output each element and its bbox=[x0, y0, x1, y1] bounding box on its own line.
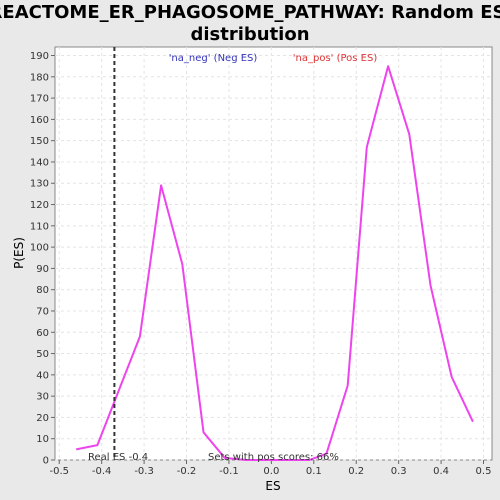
x-tick-label: -0.5 bbox=[49, 466, 69, 477]
series-layer bbox=[76, 65, 474, 461]
x-tick-label: 0.0 bbox=[263, 466, 279, 477]
y-tick-label: 90 bbox=[36, 264, 49, 275]
x-tick-label: -0.1 bbox=[219, 466, 239, 477]
y-tick-label: 10 bbox=[36, 434, 49, 445]
x-tick-label: -0.3 bbox=[134, 466, 154, 477]
y-tick-label: 150 bbox=[30, 136, 49, 147]
y-tick-label: 40 bbox=[36, 370, 49, 381]
pos-es-annotation: 'na_pos' (Pos ES) bbox=[293, 53, 378, 64]
y-tick-label: 130 bbox=[30, 179, 49, 190]
x-tick-label: -0.2 bbox=[177, 466, 197, 477]
y-tick-label: 30 bbox=[36, 392, 49, 403]
x-tick-label: 0.5 bbox=[476, 466, 492, 477]
y-tick-label: 80 bbox=[36, 285, 49, 296]
y-tick-label: 160 bbox=[30, 115, 49, 126]
y-tick-label: 170 bbox=[30, 94, 49, 105]
pos-scores-annotation: Sets with pos scores: 66% bbox=[208, 452, 339, 463]
plot-area bbox=[54, 46, 493, 461]
y-tick-label: 120 bbox=[30, 200, 49, 211]
y-tick-label: 180 bbox=[30, 72, 49, 83]
x-tick-label: 0.3 bbox=[391, 466, 407, 477]
y-tick-label: 70 bbox=[36, 306, 49, 317]
y-tick-label: 190 bbox=[30, 51, 49, 62]
tick-layer: 0 10 20 30 40 50 60 70 80 90 100 110 120 130 140 150 160… bbox=[30, 51, 492, 477]
y-tick-label: 50 bbox=[36, 349, 49, 360]
chart-title-line1: REACTOME_ER_PHAGOSOME_PATHWAY: Random ES bbox=[0, 2, 500, 23]
es-distribution-line bbox=[76, 65, 474, 461]
y-tick-label: 100 bbox=[30, 243, 49, 254]
x-axis-label: ES bbox=[265, 479, 280, 493]
neg-es-annotation: 'na_neg' (Neg ES) bbox=[169, 53, 258, 64]
y-tick-label: 110 bbox=[30, 221, 49, 232]
chart-title-line2: distribution bbox=[190, 24, 309, 45]
x-tick-label: 0.4 bbox=[433, 466, 449, 477]
x-tick-label: 0.1 bbox=[306, 466, 322, 477]
real-es-annotation: Real ES -0.4 bbox=[88, 452, 148, 463]
y-axis-label: P(ES) bbox=[12, 237, 26, 269]
y-tick-label: 20 bbox=[36, 413, 49, 424]
x-tick-label: 0.2 bbox=[348, 466, 364, 477]
x-tick-label: -0.4 bbox=[92, 466, 112, 477]
y-tick-label: 60 bbox=[36, 328, 49, 339]
grid-layer bbox=[55, 47, 492, 461]
y-tick-label: 0 bbox=[43, 456, 49, 467]
y-tick-label: 140 bbox=[30, 157, 49, 168]
